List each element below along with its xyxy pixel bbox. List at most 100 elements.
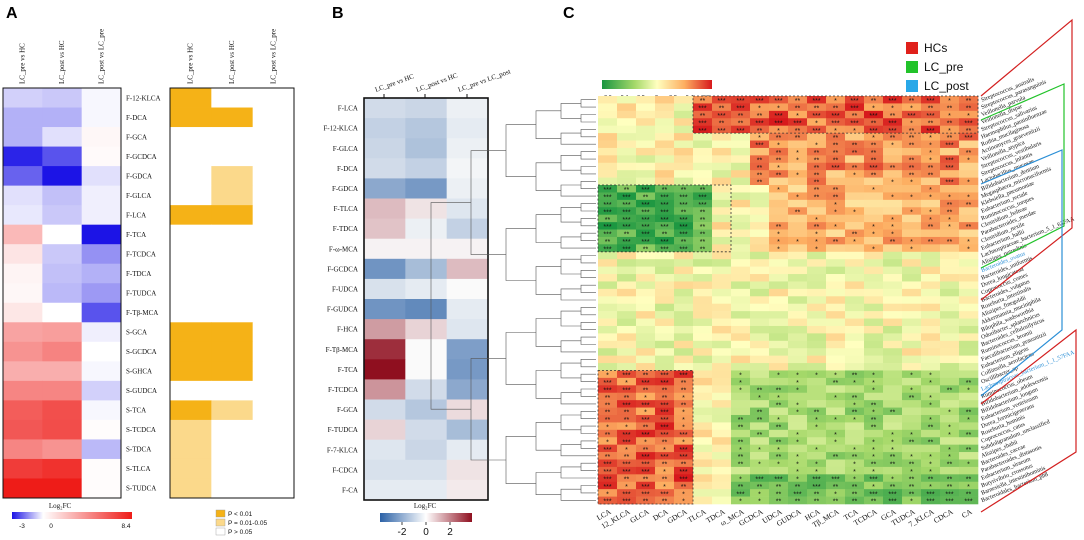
panel-c-cell [750, 281, 770, 290]
panel-c-cell [712, 466, 732, 475]
panel-c-cell [674, 437, 694, 445]
panel-c-legend-label: LC_pre [924, 60, 964, 74]
panel-c-star: * [891, 447, 894, 454]
panel-c-cell [731, 392, 751, 401]
panel-a-row-label: S-GCDCA [126, 348, 157, 356]
panel-c-cell [864, 363, 884, 371]
panel-c-cell [921, 125, 941, 134]
panel-a-cell [42, 400, 83, 421]
panel-c-cell [826, 207, 846, 215]
panel-c-cell [674, 125, 694, 134]
panel-a-row-label: S-GCA [126, 329, 147, 337]
panel-b-row-label: F-CA [342, 486, 358, 494]
panel-c-star: ** [966, 447, 972, 454]
panel-c-cell [750, 207, 770, 215]
panel-c-star: * [834, 202, 837, 209]
panel-b-cell [446, 218, 489, 240]
panel-a-row-label: F-TDCA [126, 270, 151, 278]
panel-c-cell [655, 452, 675, 460]
panel-c-star: *** [679, 224, 687, 231]
panel-c-cell [598, 318, 618, 327]
panel-c-cell [921, 340, 941, 349]
panel-b-row-label: F-Tβ-MCA [326, 346, 358, 354]
dendrogram-branch [580, 181, 596, 189]
panel-label-c: C [563, 5, 575, 22]
panel-c-cell [921, 355, 941, 364]
panel-c-star: ** [833, 150, 839, 157]
dendrogram-branch [580, 129, 596, 138]
panel-b-cell [405, 359, 448, 380]
panel-a-cell [42, 419, 83, 440]
panel-c-cell [636, 103, 656, 112]
panel-c-cell [674, 133, 694, 141]
panel-c-cell [959, 348, 979, 356]
panel-c-cell [940, 363, 960, 371]
panel-c-cell [655, 274, 675, 282]
panel-c-star: *** [679, 195, 687, 202]
panel-c-cell [655, 422, 675, 431]
panel-c-star: *** [660, 246, 668, 253]
panel-c-star: *** [603, 476, 611, 483]
panel-c-cell [940, 296, 960, 305]
panel-c-cell [807, 140, 827, 149]
panel-c-cell [674, 229, 694, 238]
panel-c-cell [731, 281, 751, 290]
panel-c-cell [617, 370, 637, 379]
panel-c-star: ** [947, 239, 953, 246]
panel-c-cell [940, 207, 960, 215]
panel-c-cell [617, 103, 637, 112]
panel-c-star: *** [736, 491, 744, 498]
panel-c-star: *** [755, 476, 763, 483]
panel-a-pvalue-cell [211, 244, 254, 265]
panel-b-cell [405, 278, 448, 300]
panel-c-cell [959, 133, 979, 141]
panel-c-star: * [872, 387, 875, 394]
panel-c-cell [598, 459, 618, 468]
panel-a-pvalue-cell [170, 478, 212, 499]
panel-c-cell [674, 118, 694, 126]
panel-c-star: * [948, 113, 951, 120]
panel-c-cell [788, 162, 808, 171]
panel-c-star: ** [852, 232, 858, 239]
panel-c-star: *** [793, 120, 801, 127]
panel-c-star: ** [795, 98, 801, 105]
panel-c-cell [883, 222, 903, 230]
panel-c-cell [788, 214, 808, 223]
panel-c-star: ** [890, 239, 896, 246]
panel-c-cell [655, 118, 675, 126]
panel-c-star: * [606, 439, 609, 446]
panel-b-cell [405, 178, 448, 199]
panel-c-cell [617, 348, 637, 356]
panel-a-column-label: LC_post vs HC [58, 40, 66, 84]
panel-c-star: ** [814, 157, 820, 164]
panel-c-cell [750, 303, 770, 312]
panel-c-cell [636, 340, 656, 349]
panel-b-cell [364, 299, 406, 320]
panel-b-cells [364, 98, 489, 501]
panel-c-cell [712, 229, 732, 238]
panel-c-star: ** [966, 150, 972, 157]
panel-c-star: ** [643, 476, 649, 483]
panel-c-cell [788, 392, 808, 401]
panel-c-cell [731, 199, 751, 208]
panel-c-cell [902, 251, 922, 260]
panel-c-cell [864, 303, 884, 312]
panel-c-cell [788, 444, 808, 453]
panel-b-row-label: F-TUDCA [328, 426, 358, 434]
panel-c-cell [636, 185, 656, 193]
panel-c-cell [883, 185, 903, 193]
panel-c-cell [636, 429, 656, 438]
panel-c-cell [769, 340, 789, 349]
panel-c-star: ** [605, 239, 611, 246]
panel-c-cell [636, 170, 656, 178]
panel-c-cell [826, 377, 846, 386]
panel-c-cell [750, 222, 770, 230]
panel-c-cell [807, 303, 827, 312]
panel-c-star: *** [622, 439, 630, 446]
panel-c-star: * [967, 417, 970, 424]
panel-c-star: * [606, 425, 609, 432]
panel-c-cell [959, 96, 979, 104]
panel-c-cell [940, 125, 960, 134]
panel-c-cell [712, 96, 732, 104]
